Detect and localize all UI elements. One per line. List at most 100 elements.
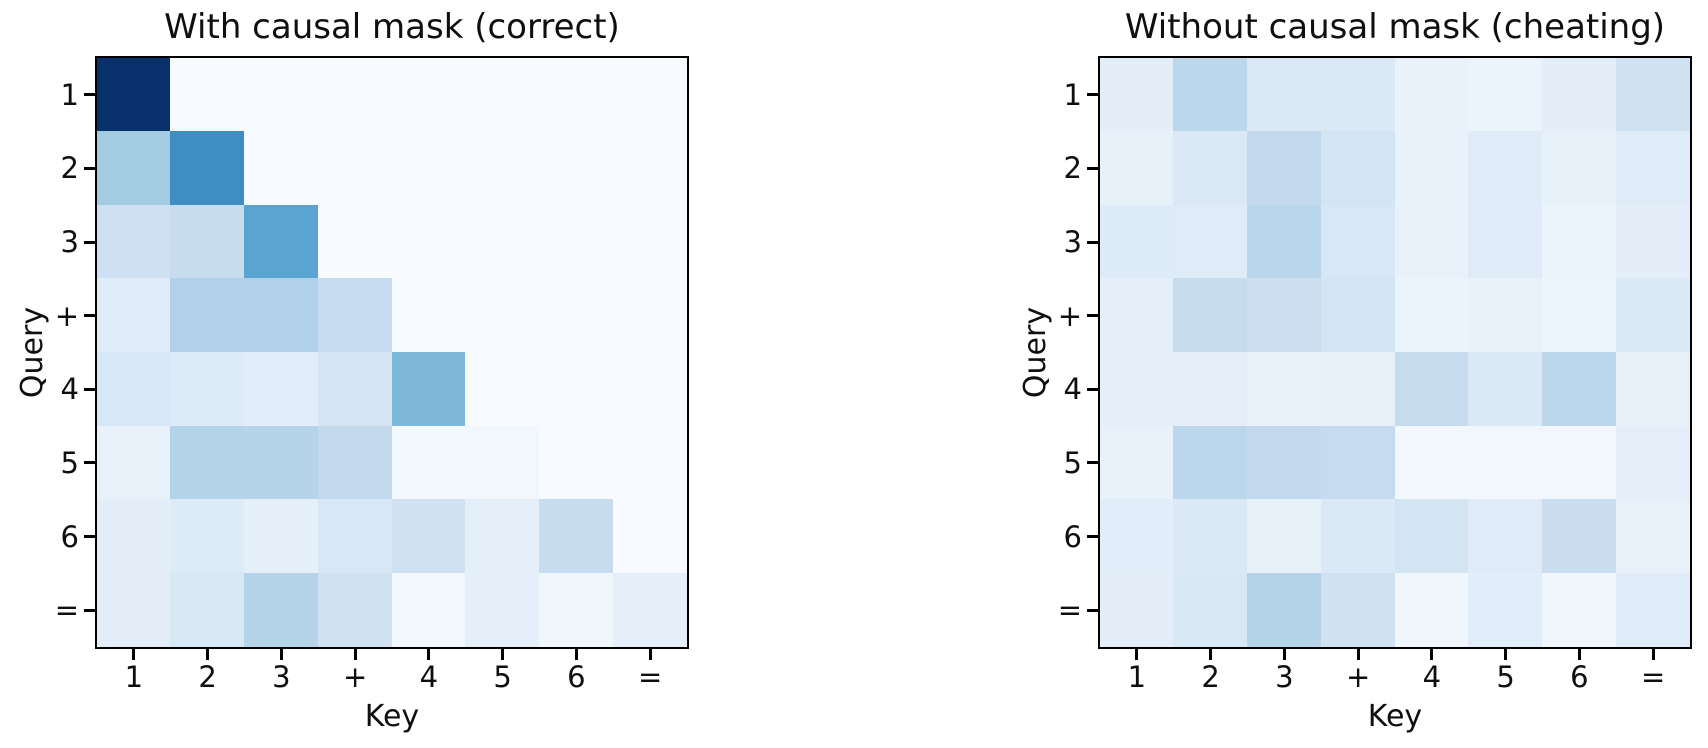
y-tick-mark [84, 608, 95, 612]
heatmap-cell [391, 425, 466, 500]
heatmap-cell [96, 572, 171, 647]
heatmap-cell [539, 278, 613, 352]
x-tick-mark [1651, 649, 1655, 660]
heatmap-cell [1099, 425, 1174, 500]
y-tick-label: 2 [60, 151, 79, 186]
x-tick-mark [1209, 649, 1213, 660]
heatmap-axes [1097, 55, 1692, 649]
y-tick-mark [1087, 240, 1098, 244]
heatmap-cell [244, 57, 318, 132]
heatmap-cell [170, 499, 244, 573]
plot-title: Without causal mask (cheating) [1124, 7, 1666, 47]
heatmap-cell [1247, 278, 1321, 352]
heatmap-cell [96, 425, 171, 500]
heatmap-cell [1615, 499, 1690, 573]
x-tick-mark [1135, 649, 1139, 660]
heatmap-cell [1247, 204, 1321, 279]
heatmap-cell [1468, 572, 1542, 647]
heatmap-cell [391, 499, 466, 573]
heatmap-cell [465, 425, 539, 500]
heatmap-cell [612, 499, 687, 573]
y-tick-mark [84, 93, 95, 97]
x-tick-label: 5 [1496, 660, 1515, 694]
heatmap-cell [465, 278, 539, 352]
heatmap-cell [1468, 57, 1542, 132]
y-tick-label: 3 [60, 225, 79, 260]
heatmap-cell [170, 131, 244, 205]
x-tick-mark [132, 649, 136, 660]
heatmap-cell [391, 352, 466, 426]
heatmap-cell [1468, 204, 1542, 279]
y-tick-mark [84, 314, 95, 318]
heatmap-cell [1320, 572, 1395, 647]
y-tick-mark [1087, 387, 1098, 391]
heatmap-cell [465, 57, 539, 132]
x-tick-mark [206, 649, 210, 660]
heatmap-cell [1394, 499, 1469, 573]
heatmap-cell [96, 352, 171, 426]
y-tick-mark [1087, 166, 1098, 170]
heatmap-cell [244, 352, 318, 426]
x-tick-label: 4 [1422, 660, 1442, 694]
heatmap-cell [170, 278, 244, 352]
heatmap-cell [244, 572, 318, 647]
x-tick-mark [501, 649, 505, 660]
heatmap-cell [317, 352, 392, 426]
heatmap-cell [96, 131, 171, 205]
x-tick-label: 2 [1201, 660, 1220, 694]
heatmap-cell [539, 57, 613, 132]
heatmap-cell [317, 204, 392, 279]
heatmap-cell [1615, 131, 1690, 205]
y-tick-label: + [1057, 298, 1082, 333]
x-tick-label: 6 [567, 660, 586, 694]
x-tick-label: 6 [1570, 660, 1589, 694]
heatmap-cell [1173, 204, 1247, 279]
y-tick-label: 4 [1063, 372, 1082, 407]
heatmap-cell [1099, 57, 1174, 132]
heatmap-cell [1468, 499, 1542, 573]
x-tick-mark [427, 649, 431, 660]
heatmap-cell [1247, 425, 1321, 500]
x-tick-mark [1282, 649, 1286, 660]
heatmap-cell [96, 57, 171, 132]
heatmap-cell [1394, 131, 1469, 205]
y-tick-label: 1 [1063, 77, 1082, 112]
y-tick-label: + [54, 298, 79, 333]
heatmap-cell [1394, 57, 1469, 132]
x-tick-label: 3 [1275, 660, 1294, 694]
y-tick-label: 1 [60, 77, 79, 112]
y-tick-label: 6 [60, 519, 79, 554]
heatmap-cell [612, 131, 687, 205]
heatmap-cell [170, 572, 244, 647]
heatmap-cell [391, 131, 466, 205]
heatmap-cell [1542, 499, 1616, 573]
y-tick-mark [1087, 461, 1098, 465]
y-tick-label: 4 [60, 372, 79, 407]
heatmap-cell [1173, 425, 1247, 500]
heatmap-cell [317, 572, 392, 647]
heatmap-cell [465, 499, 539, 573]
heatmap-cell [1394, 572, 1469, 647]
heatmap-cell [317, 131, 392, 205]
y-tick-label: 2 [1063, 151, 1082, 186]
heatmap-cell [1542, 131, 1616, 205]
y-tick-mark [84, 166, 95, 170]
y-tick-mark [1087, 314, 1098, 318]
heatmap-cell [1394, 278, 1469, 352]
heatmap-cell [1615, 57, 1690, 132]
heatmap-cell [391, 278, 466, 352]
y-tick-label: = [54, 593, 79, 628]
heatmap-cell [465, 572, 539, 647]
plot-title: With causal mask (correct) [164, 7, 620, 47]
x-tick-label: = [637, 660, 663, 694]
heatmap-cell [1099, 499, 1174, 573]
x-tick-label: = [1640, 660, 1666, 694]
heatmap-cell [1394, 204, 1469, 279]
heatmap-cell [1247, 352, 1321, 426]
x-tick-mark [1577, 649, 1581, 660]
heatmap-cell [1468, 425, 1542, 500]
heatmap-grid [1099, 57, 1690, 647]
heatmap-cell [1173, 352, 1247, 426]
heatmap-cell [1615, 572, 1690, 647]
